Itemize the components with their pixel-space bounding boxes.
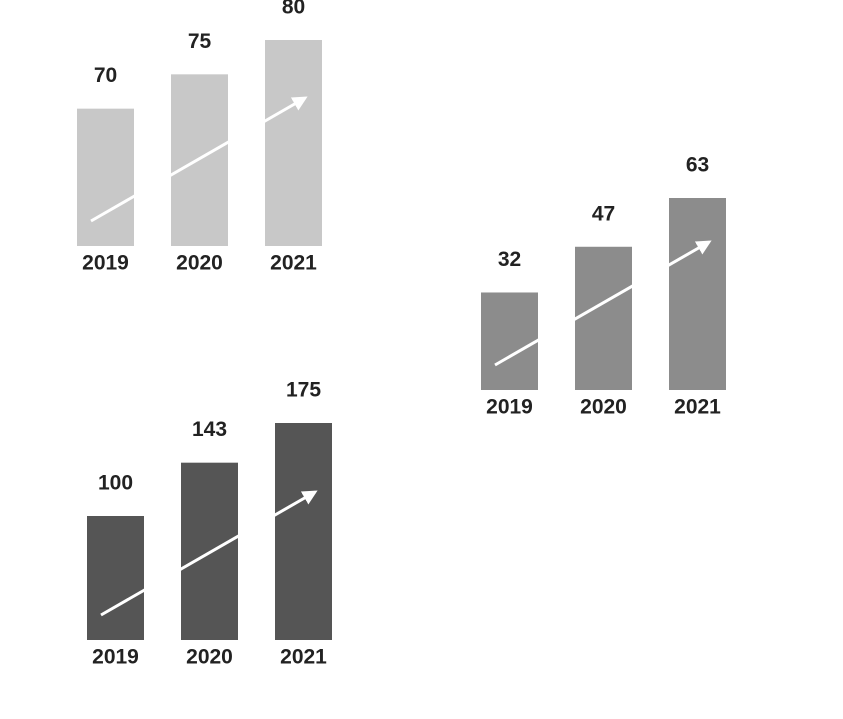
trend-arrow: [90, 96, 308, 223]
value-label: 100: [98, 472, 133, 495]
trend-arrow: [494, 240, 712, 367]
value-label: 32: [498, 248, 521, 271]
value-label: 175: [286, 379, 321, 402]
value-label: 80: [282, 0, 305, 19]
value-label: 70: [94, 64, 117, 87]
bar: [87, 516, 144, 640]
value-label: 75: [188, 30, 212, 53]
category-label: 2021: [270, 252, 317, 275]
category-label: 2021: [674, 396, 721, 419]
value-label: 143: [192, 418, 227, 441]
trend-arrow: [100, 490, 318, 617]
bar: [77, 108, 134, 247]
category-label: 2020: [580, 396, 627, 419]
category-label: 2019: [92, 646, 139, 669]
bar: [481, 292, 538, 390]
value-label: 63: [686, 154, 709, 177]
value-label: 47: [592, 202, 615, 225]
bar: [575, 246, 632, 390]
category-label: 2019: [486, 396, 533, 419]
bar: [275, 423, 332, 640]
bar: [265, 40, 322, 246]
category-label: 2020: [176, 252, 223, 275]
bar: [669, 198, 726, 390]
category-label: 2020: [186, 646, 233, 669]
category-label: 2019: [82, 252, 129, 275]
category-label: 2021: [280, 646, 327, 669]
